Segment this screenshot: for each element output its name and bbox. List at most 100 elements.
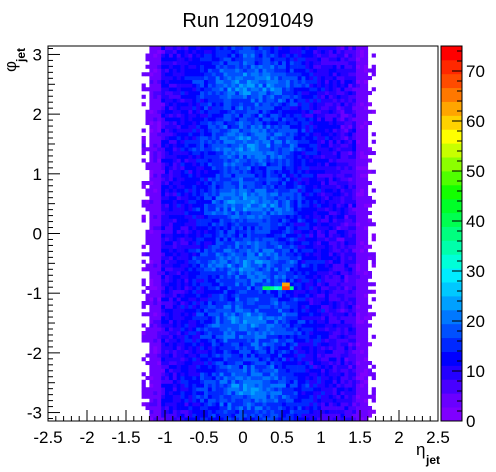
heatmap-cell: [219, 364, 224, 369]
heatmap-cell: [297, 147, 302, 152]
heatmap-cell: [321, 102, 326, 107]
heatmap-cell: [328, 372, 333, 377]
heatmap-cell: [149, 357, 154, 362]
heatmap-cell: [219, 87, 224, 92]
heatmap-cell: [215, 241, 220, 246]
heatmap-cell: [258, 68, 263, 73]
heatmap-cell: [204, 282, 209, 287]
heatmap-cell: [188, 139, 193, 144]
heatmap-cell: [328, 124, 333, 129]
heatmap-cell: [188, 169, 193, 174]
heatmap-cell: [258, 188, 263, 193]
heatmap-cell: [262, 353, 267, 358]
heatmap-cell: [184, 398, 189, 403]
heatmap-cell: [188, 132, 193, 137]
heatmap-cell: [285, 64, 291, 69]
heatmap-cell: [332, 76, 337, 81]
heatmap-cell: [157, 169, 162, 174]
heatmap-cell: [336, 259, 341, 264]
heatmap-cell: [176, 376, 181, 381]
heatmap-cell: [161, 79, 166, 84]
heatmap-cell: [161, 372, 166, 377]
heatmap-cell: [215, 349, 220, 354]
heatmap-cell: [332, 166, 337, 171]
heatmap-cell: [215, 226, 220, 231]
heatmap-cell: [180, 61, 185, 66]
heatmap-cell: [165, 297, 170, 302]
heatmap-cell: [223, 316, 228, 321]
heatmap-cell: [223, 304, 228, 309]
heatmap-cell: [313, 121, 318, 126]
heatmap-cell: [223, 117, 228, 122]
heatmap-cell: [215, 76, 220, 81]
heatmap-cell: [321, 181, 326, 186]
heatmap-cell: [309, 57, 314, 62]
heatmap-cell: [243, 394, 248, 399]
heatmap-cell: [332, 151, 337, 156]
heatmap-cell: [246, 248, 252, 253]
heatmap-cell: [157, 263, 162, 268]
heatmap-cell: [219, 91, 224, 96]
heatmap-cell: [227, 181, 232, 186]
heatmap-cell: [282, 278, 287, 283]
heatmap-cell: [254, 267, 259, 272]
heatmap-cell: [258, 301, 263, 306]
heatmap-cell: [227, 319, 232, 324]
heatmap-cell: [285, 278, 291, 283]
heatmap-cell: [207, 409, 213, 414]
heatmap-cell: [188, 338, 193, 343]
heatmap-cell: [246, 64, 252, 69]
heatmap-cell: [278, 312, 283, 317]
heatmap-cell: [239, 402, 244, 407]
heatmap-cell: [211, 372, 216, 377]
heatmap-cell: [161, 143, 166, 148]
heatmap-cell: [309, 256, 314, 261]
heatmap-cell: [254, 132, 259, 137]
heatmap-cell: [336, 79, 341, 84]
heatmap-cell: [180, 391, 185, 396]
heatmap-cell: [293, 361, 298, 366]
heatmap-cell: [309, 349, 314, 354]
heatmap-cell: [297, 98, 302, 103]
heatmap-cell: [289, 286, 294, 291]
heatmap-cell: [165, 394, 170, 399]
heatmap-cell: [321, 196, 326, 201]
heatmap-cell: [231, 387, 236, 392]
heatmap-cell: [246, 297, 252, 302]
heatmap-cell: [239, 166, 244, 171]
heatmap-cell: [161, 349, 166, 354]
heatmap-cell: [301, 233, 306, 238]
heatmap-cell: [282, 124, 287, 129]
heatmap-cell: [309, 76, 314, 81]
heatmap-cell: [305, 368, 310, 373]
heatmap-cell: [332, 334, 337, 339]
heatmap-cell: [204, 113, 209, 118]
heatmap-cell: [157, 188, 162, 193]
heatmap-cell: [161, 379, 166, 384]
heatmap-cell: [219, 72, 224, 77]
heatmap-cell: [231, 263, 236, 268]
heatmap-cell: [149, 312, 154, 317]
heatmap-cell: [262, 72, 267, 77]
heatmap-cell: [239, 357, 244, 362]
heatmap-cell: [219, 113, 224, 118]
heatmap-cell: [332, 121, 337, 126]
heatmap-cell: [293, 327, 298, 332]
heatmap-cell: [188, 334, 193, 339]
heatmap-cell: [282, 166, 287, 171]
heatmap-cell: [215, 94, 220, 99]
heatmap-cell: [266, 263, 271, 268]
heatmap-cell: [239, 72, 244, 77]
heatmap-cell: [317, 113, 322, 118]
heatmap-cell: [336, 109, 341, 114]
heatmap-cell: [184, 151, 189, 156]
heatmap-cell: [204, 301, 209, 306]
heatmap-cell: [309, 394, 314, 399]
heatmap-cell: [254, 151, 259, 156]
heatmap-cell: [332, 109, 337, 114]
heatmap-cell: [235, 319, 240, 324]
heatmap-cell: [227, 402, 232, 407]
heatmap-cell: [207, 211, 213, 216]
heatmap-cell: [266, 158, 271, 163]
heatmap-cell: [227, 241, 232, 246]
